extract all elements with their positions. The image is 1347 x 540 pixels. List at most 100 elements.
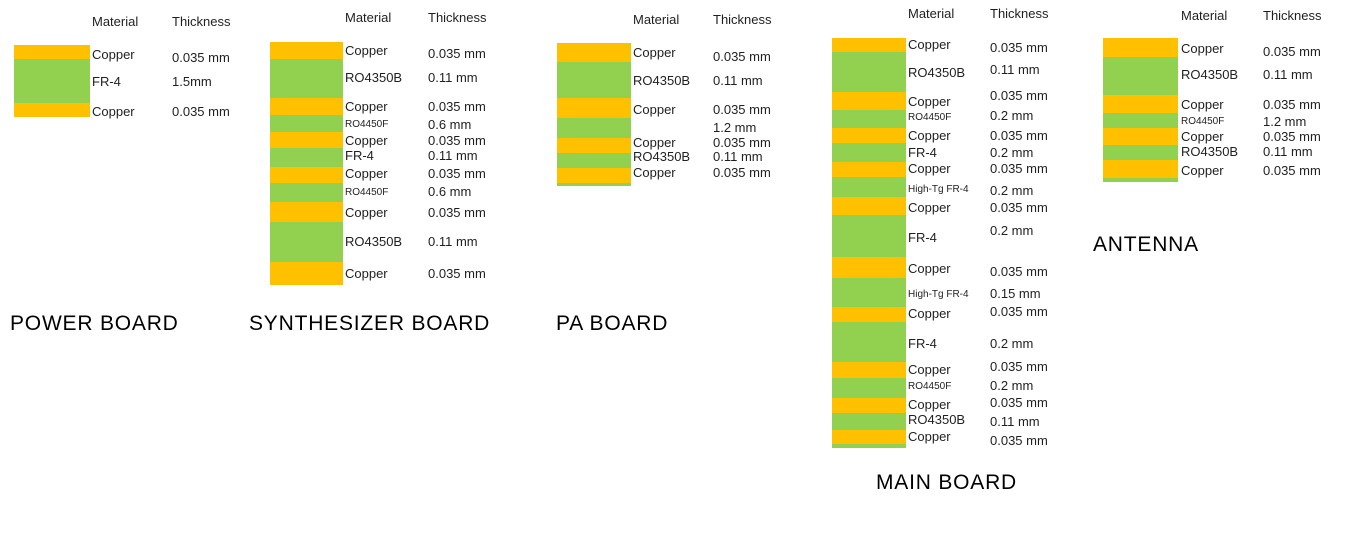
layer-thickness-value: 0.035 mm bbox=[1263, 44, 1321, 59]
layer-stack bbox=[557, 43, 631, 186]
layer-band-substrate bbox=[832, 278, 906, 307]
layer-thickness-value: 0.035 mm bbox=[990, 200, 1048, 215]
layer-band-substrate bbox=[1103, 57, 1178, 95]
layer-material-label: Copper bbox=[1181, 129, 1224, 144]
layer-band-copper bbox=[270, 132, 343, 148]
layer-material-label: Copper bbox=[908, 362, 951, 377]
board-title: SYNTHESIZER BOARD bbox=[249, 312, 491, 335]
layer-thickness-value: 0.2 mm bbox=[990, 183, 1034, 198]
layer-band-copper bbox=[1103, 38, 1178, 57]
layer-thickness-value: 0.11 mm bbox=[713, 73, 763, 88]
layer-band-copper bbox=[557, 138, 631, 153]
layer-material-label: Copper bbox=[345, 133, 388, 148]
layer-band-copper bbox=[270, 167, 343, 183]
layer-band-copper bbox=[832, 197, 906, 215]
layer-material-label: Copper bbox=[908, 306, 951, 321]
layer-band-substrate bbox=[1103, 178, 1178, 182]
layer-thickness-value: 0.035 mm bbox=[990, 40, 1048, 55]
layer-band-substrate bbox=[270, 183, 343, 202]
layer-thickness-value: 0.035 mm bbox=[990, 359, 1048, 374]
layer-stack bbox=[14, 45, 90, 117]
layer-material-label: FR-4 bbox=[908, 230, 937, 245]
layer-band-copper bbox=[832, 430, 906, 444]
layer-band-copper bbox=[14, 103, 90, 117]
layer-material-label: FR-4 bbox=[92, 74, 121, 89]
layer-thickness-value: 0.035 mm bbox=[428, 46, 486, 61]
layer-band-substrate bbox=[270, 115, 343, 132]
layer-thickness-value: 0.035 mm bbox=[428, 133, 486, 148]
thickness-column-header: Thickness bbox=[172, 14, 231, 29]
layer-thickness-value: 0.035 mm bbox=[990, 264, 1048, 279]
layer-thickness-value: 0.2 mm bbox=[990, 336, 1034, 351]
layer-thickness-value: 0.035 mm bbox=[713, 135, 771, 150]
layer-thickness-value: 1.2 mm bbox=[1263, 114, 1307, 129]
layer-material-label: FR-4 bbox=[908, 145, 937, 160]
layer-thickness-value: 0.6 mm bbox=[428, 184, 472, 199]
layer-band-substrate bbox=[14, 59, 90, 103]
layer-band-substrate bbox=[832, 177, 906, 197]
layer-material-label: RO4450F bbox=[908, 112, 952, 123]
layer-material-label: RO4350B bbox=[633, 149, 691, 164]
layer-material-label: RO4350B bbox=[633, 73, 691, 88]
layer-material-label: High-Tg FR-4 bbox=[908, 289, 969, 300]
layer-thickness-value: 0.11 mm bbox=[428, 234, 478, 249]
layer-band-substrate bbox=[557, 118, 631, 138]
layer-band-copper bbox=[14, 45, 90, 59]
layer-band-copper bbox=[270, 262, 343, 285]
layer-material-label: Copper bbox=[908, 429, 951, 444]
layer-material-label: Copper bbox=[908, 37, 951, 52]
layer-band-copper bbox=[557, 168, 631, 183]
layer-band-substrate bbox=[1103, 113, 1178, 128]
material-column-header: Material bbox=[633, 12, 680, 27]
material-column-header: Material bbox=[1181, 8, 1228, 23]
layer-material-label: Copper bbox=[1181, 97, 1224, 112]
layer-stack bbox=[1103, 38, 1178, 182]
layer-band-copper bbox=[832, 257, 906, 278]
layer-material-label: Copper bbox=[345, 99, 388, 114]
layer-band-substrate bbox=[832, 52, 906, 92]
layer-thickness-value: 0.035 mm bbox=[428, 205, 486, 220]
layer-material-label: Copper bbox=[633, 165, 676, 180]
layer-band-copper bbox=[270, 98, 343, 115]
layer-thickness-value: 0.2 mm bbox=[990, 108, 1034, 123]
layer-material-label: Copper bbox=[345, 266, 388, 281]
layer-thickness-value: 1.5mm bbox=[172, 74, 212, 89]
layer-thickness-value: 0.035 mm bbox=[990, 161, 1048, 176]
layer-band-substrate bbox=[557, 62, 631, 98]
layer-material-label: Copper bbox=[908, 161, 951, 176]
layer-thickness-value: 0.035 mm bbox=[172, 104, 230, 119]
layer-thickness-value: 0.11 mm bbox=[713, 149, 763, 164]
layer-material-label: FR-4 bbox=[908, 336, 937, 351]
layer-material-label: Copper bbox=[345, 166, 388, 181]
layer-band-substrate bbox=[832, 413, 906, 430]
layer-band-substrate bbox=[832, 143, 906, 162]
layer-stack bbox=[832, 38, 906, 448]
layer-thickness-value: 0.035 mm bbox=[172, 50, 230, 65]
layer-thickness-value: 0.035 mm bbox=[713, 49, 771, 64]
layer-band-copper bbox=[832, 162, 906, 177]
layer-material-label: Copper bbox=[1181, 163, 1224, 178]
layer-thickness-value: 0.035 mm bbox=[990, 395, 1048, 410]
layer-material-label: RO4450F bbox=[1181, 116, 1225, 127]
layer-thickness-value: 0.035 mm bbox=[713, 102, 771, 117]
layer-material-label: RO4350B bbox=[908, 412, 966, 427]
layer-band-substrate bbox=[1103, 145, 1178, 160]
layer-band-substrate bbox=[832, 110, 906, 128]
layer-band-copper bbox=[1103, 95, 1178, 113]
layer-material-label: Copper bbox=[92, 104, 135, 119]
thickness-column-header: Thickness bbox=[1263, 8, 1322, 23]
layer-thickness-value: 0.035 mm bbox=[428, 266, 486, 281]
layer-band-substrate bbox=[270, 59, 343, 98]
board-title: MAIN BOARD bbox=[876, 471, 1018, 494]
board-title: PA BOARD bbox=[556, 312, 669, 335]
layer-thickness-value: 0.035 mm bbox=[428, 99, 486, 114]
layer-thickness-value: 1.2 mm bbox=[713, 120, 757, 135]
layer-band-copper bbox=[832, 307, 906, 322]
layer-material-label: RO4450F bbox=[345, 119, 389, 130]
board-title: POWER BOARD bbox=[10, 312, 179, 335]
layer-material-label: RO4350B bbox=[345, 234, 403, 249]
